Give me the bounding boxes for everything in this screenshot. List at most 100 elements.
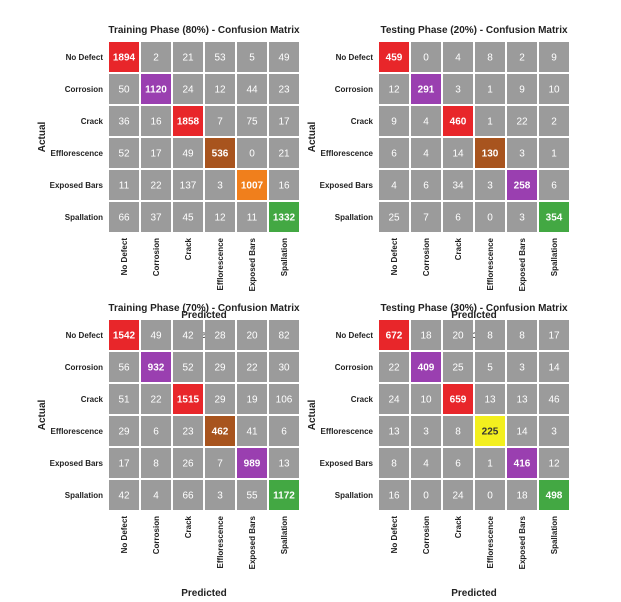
- matrix-cell: [141, 202, 171, 232]
- matrix-cell: [475, 320, 505, 350]
- cell-value-label: 0: [487, 213, 493, 224]
- matrix-cell: [539, 384, 569, 414]
- row-tick-label: Spallation: [335, 491, 373, 500]
- cell-value-label: 2: [153, 53, 159, 64]
- cell-value-label: 6: [281, 427, 287, 438]
- cell-value-label: 7: [217, 459, 223, 470]
- row-tick-label: Exposed Bars: [320, 459, 374, 468]
- cell-value-label: 932: [148, 363, 165, 374]
- matrix-cell: [205, 202, 235, 232]
- cell-value-label: 9: [551, 53, 557, 64]
- cell-value-label: 16: [388, 491, 400, 502]
- matrix-cell: [379, 352, 409, 382]
- cell-value-label: 3: [217, 491, 223, 502]
- cell-value-label: 1894: [113, 53, 136, 64]
- matrix-cell: [411, 170, 441, 200]
- cell-value-label: 8: [519, 331, 525, 342]
- matrix-cell: [411, 352, 441, 382]
- matrix-cell: [379, 320, 409, 350]
- matrix-cell: [443, 202, 473, 232]
- row-tick-label: Crack: [81, 117, 104, 126]
- matrix-cell: [109, 384, 139, 414]
- cell-value-label: 354: [546, 213, 563, 224]
- matrix-cell: [109, 416, 139, 446]
- column-tick-label: Crack: [184, 515, 193, 538]
- matrix-cell: [475, 138, 505, 168]
- matrix-cell: [539, 352, 569, 382]
- cell-value-label: 13: [388, 427, 400, 438]
- cell-value-label: 459: [386, 53, 403, 64]
- cell-value-label: 3: [455, 85, 461, 96]
- matrix-cell: [411, 448, 441, 478]
- chart-title: Testing Phase (30%) - Confusion Matrix: [380, 303, 567, 314]
- matrix-cell: [109, 106, 139, 136]
- row-tick-label: Spallation: [335, 213, 373, 222]
- chart-title: Training Phase (80%) - Confusion Matrix: [108, 25, 300, 36]
- cell-value-label: 1542: [113, 331, 136, 342]
- column-tick-label: Efflorescence: [486, 237, 495, 290]
- matrix-cell: [269, 138, 299, 168]
- matrix-cell: [443, 480, 473, 510]
- column-tick-label: Spallation: [280, 516, 289, 554]
- x-axis-label: Predicted: [451, 310, 497, 321]
- column-tick-label: Corrosion: [422, 516, 431, 554]
- matrix-cell: [173, 352, 203, 382]
- cell-value-label: 130: [482, 149, 499, 160]
- matrix-cell: [237, 320, 267, 350]
- cell-value-label: 4: [423, 459, 429, 470]
- matrix-cell: [109, 320, 139, 350]
- matrix-cell: [507, 170, 537, 200]
- matrix-cell: [109, 202, 139, 232]
- column-tick-label: No Defect: [120, 238, 129, 276]
- matrix-cell: [237, 170, 267, 200]
- cell-value-label: 49: [278, 53, 290, 64]
- cell-value-label: 6: [423, 181, 429, 192]
- matrix-cell: [173, 42, 203, 72]
- matrix-cell: [205, 480, 235, 510]
- matrix-cell: [379, 448, 409, 478]
- cell-value-label: 12: [388, 85, 400, 96]
- row-tick-label: Spallation: [65, 491, 103, 500]
- matrix-cell: [379, 416, 409, 446]
- matrix-cell: [443, 106, 473, 136]
- cell-value-label: 49: [182, 149, 194, 160]
- column-tick-label: Exposed Bars: [518, 237, 527, 291]
- matrix-cell: [109, 352, 139, 382]
- cell-value-label: 36: [118, 117, 130, 128]
- row-tick-label: No Defect: [336, 331, 374, 340]
- row-tick-label: Spallation: [65, 213, 103, 222]
- matrix-cell: [205, 74, 235, 104]
- matrix-cell: [507, 352, 537, 382]
- matrix-cell: [539, 320, 569, 350]
- column-tick-label: Corrosion: [422, 238, 431, 276]
- cell-value-label: 672: [386, 331, 403, 342]
- column-tick-label: Corrosion: [152, 516, 161, 554]
- y-axis-label: Actual: [307, 121, 318, 152]
- cell-value-label: 106: [276, 395, 293, 406]
- matrix-cell: [269, 416, 299, 446]
- matrix-cell: [205, 416, 235, 446]
- cell-value-label: 29: [118, 427, 130, 438]
- cell-value-label: 20: [246, 331, 258, 342]
- row-tick-label: Crack: [81, 395, 104, 404]
- matrix-cell: [443, 138, 473, 168]
- cell-value-label: 0: [423, 491, 429, 502]
- matrix-cell: [173, 416, 203, 446]
- cell-value-label: 460: [450, 117, 467, 128]
- cell-value-label: 24: [388, 395, 400, 406]
- cell-value-label: 10: [548, 85, 560, 96]
- cell-value-label: 52: [182, 363, 194, 374]
- matrix-cell: [539, 42, 569, 72]
- cell-value-label: 3: [217, 181, 223, 192]
- cell-value-label: 416: [514, 459, 531, 470]
- cell-value-label: 3: [519, 149, 525, 160]
- cell-value-label: 41: [246, 427, 258, 438]
- cell-value-label: 14: [548, 363, 560, 374]
- cell-value-label: 75: [246, 117, 258, 128]
- cell-value-label: 12: [214, 213, 226, 224]
- matrix-cell: [539, 480, 569, 510]
- matrix-cell: [237, 74, 267, 104]
- matrix-cell: [237, 416, 267, 446]
- confusion-matrix-panel-b: Testing Phase (20%) - Confusion Matrix 45…: [307, 25, 569, 341]
